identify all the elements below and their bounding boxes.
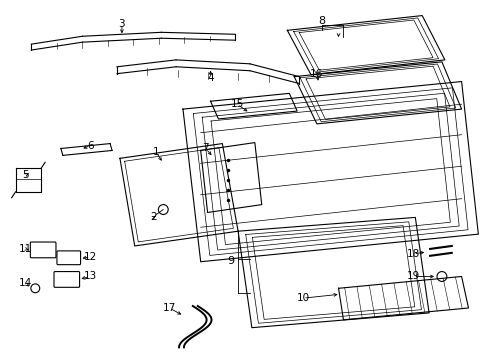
Text: 5: 5	[22, 170, 29, 180]
Text: 15: 15	[230, 99, 244, 109]
Text: 6: 6	[87, 140, 94, 150]
Text: 7: 7	[202, 144, 209, 153]
Text: 9: 9	[227, 256, 234, 266]
Text: 8: 8	[318, 15, 325, 26]
Text: 14: 14	[19, 278, 32, 288]
Text: 3: 3	[119, 19, 125, 30]
Text: 19: 19	[407, 271, 420, 282]
Text: 18: 18	[407, 249, 420, 259]
Text: 12: 12	[84, 252, 97, 262]
Text: 13: 13	[84, 271, 97, 282]
Text: 16: 16	[310, 69, 323, 79]
Text: 2: 2	[150, 212, 157, 222]
Text: 10: 10	[296, 293, 310, 303]
Text: 4: 4	[207, 73, 214, 82]
Text: 11: 11	[19, 244, 32, 254]
Text: 17: 17	[163, 303, 176, 313]
Text: 1: 1	[153, 148, 160, 157]
